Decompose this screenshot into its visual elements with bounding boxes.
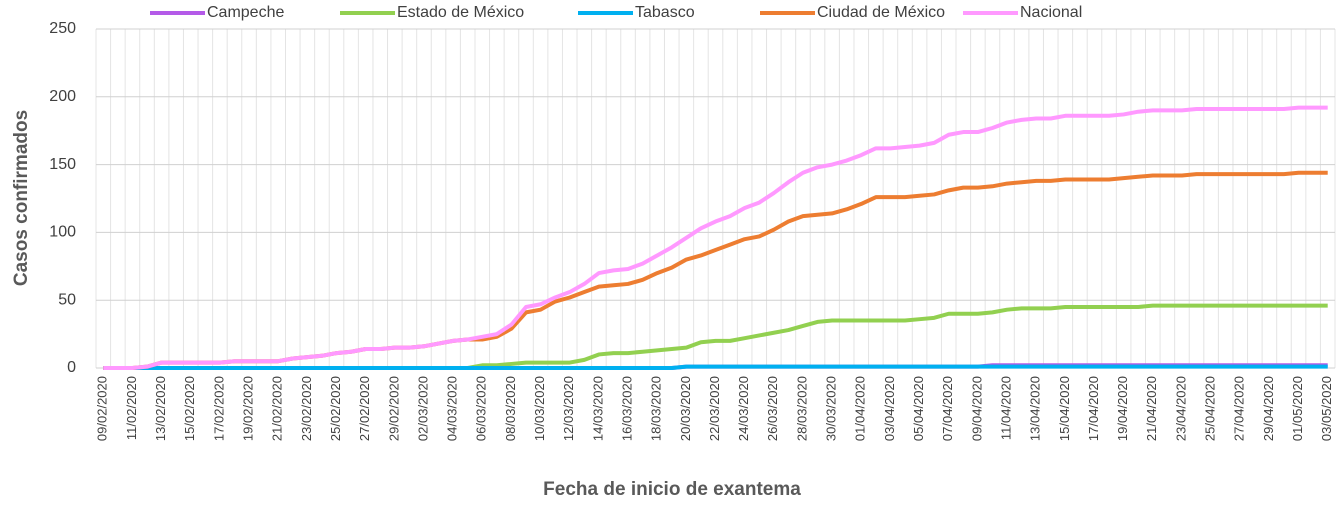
x-tick-label: 03/05/2020 bbox=[1319, 376, 1334, 441]
y-tick-label: 50 bbox=[58, 291, 76, 308]
y-tick-label: 250 bbox=[49, 20, 76, 37]
x-tick-label: 25/02/2020 bbox=[328, 376, 343, 441]
x-tick-label: 09/04/2020 bbox=[969, 376, 984, 441]
x-tick-label: 15/02/2020 bbox=[182, 376, 197, 441]
x-tick-label: 18/03/2020 bbox=[649, 376, 664, 441]
x-tick-label: 16/03/2020 bbox=[619, 376, 634, 441]
x-tick-label: 17/04/2020 bbox=[1086, 376, 1101, 441]
legend-label: Estado de México bbox=[397, 4, 524, 21]
x-tick-label: 13/04/2020 bbox=[1028, 376, 1043, 441]
legend-label: Ciudad de México bbox=[817, 4, 945, 21]
series-line bbox=[103, 170, 1328, 370]
legend-label: Campeche bbox=[207, 4, 284, 21]
x-tick-label: 04/03/2020 bbox=[445, 376, 460, 441]
x-tick-label: 10/03/2020 bbox=[532, 376, 547, 441]
x-tick-label: 12/03/2020 bbox=[561, 376, 576, 441]
x-tick-label: 28/03/2020 bbox=[794, 376, 809, 441]
x-tick-label: 17/02/2020 bbox=[211, 376, 226, 441]
x-tick-label: 23/04/2020 bbox=[1173, 376, 1188, 441]
y-tick-label: 100 bbox=[49, 224, 76, 241]
x-tick-label: 27/02/2020 bbox=[357, 376, 372, 441]
x-tick-label: 08/03/2020 bbox=[503, 376, 518, 441]
x-tick-label: 27/04/2020 bbox=[1232, 376, 1247, 441]
x-tick-label: 19/04/2020 bbox=[1115, 376, 1130, 441]
x-tick-label: 24/03/2020 bbox=[736, 376, 751, 441]
x-tick-label: 13/02/2020 bbox=[153, 376, 168, 441]
x-tick-label: 30/03/2020 bbox=[824, 376, 839, 441]
x-tick-label: 26/03/2020 bbox=[765, 376, 780, 441]
x-tick-label: 29/02/2020 bbox=[386, 376, 401, 441]
x-tick-label: 25/04/2020 bbox=[1203, 376, 1218, 441]
series-line bbox=[103, 105, 1328, 370]
x-tick-label: 05/04/2020 bbox=[911, 376, 926, 441]
x-tick-label: 21/02/2020 bbox=[270, 376, 285, 441]
x-tick-label: 19/02/2020 bbox=[240, 376, 255, 441]
x-tick-label: 09/02/2020 bbox=[95, 376, 110, 441]
x-tick-label: 23/02/2020 bbox=[299, 376, 314, 441]
x-tick-label: 11/04/2020 bbox=[998, 376, 1013, 440]
x-tick-label: 01/05/2020 bbox=[1290, 376, 1305, 441]
x-tick-label: 02/03/2020 bbox=[415, 376, 430, 441]
x-tick-label: 15/04/2020 bbox=[1057, 376, 1072, 441]
x-tick-label: 11/02/2020 bbox=[124, 376, 139, 440]
y-tick-label: 0 bbox=[67, 359, 76, 376]
x-tick-label: 07/04/2020 bbox=[940, 376, 955, 441]
legend-label: Nacional bbox=[1020, 4, 1082, 21]
legend-label: Tabasco bbox=[635, 4, 695, 21]
x-axis-title: Fecha de inicio de exantema bbox=[543, 479, 801, 500]
x-tick-label: 21/04/2020 bbox=[1144, 376, 1159, 441]
x-tick-label: 06/03/2020 bbox=[474, 376, 489, 441]
x-tick-label: 22/03/2020 bbox=[707, 376, 722, 441]
x-tick-label: 03/04/2020 bbox=[882, 376, 897, 441]
series-line bbox=[103, 364, 1328, 370]
x-tick-label: 20/03/2020 bbox=[678, 376, 693, 441]
x-tick-label: 29/04/2020 bbox=[1261, 376, 1276, 441]
y-axis-title: Casos confirmados bbox=[11, 110, 32, 286]
y-tick-label: 150 bbox=[49, 156, 76, 173]
y-tick-label: 200 bbox=[49, 88, 76, 105]
x-tick-label: 14/03/2020 bbox=[590, 376, 605, 441]
x-tick-label: 01/04/2020 bbox=[853, 376, 868, 441]
